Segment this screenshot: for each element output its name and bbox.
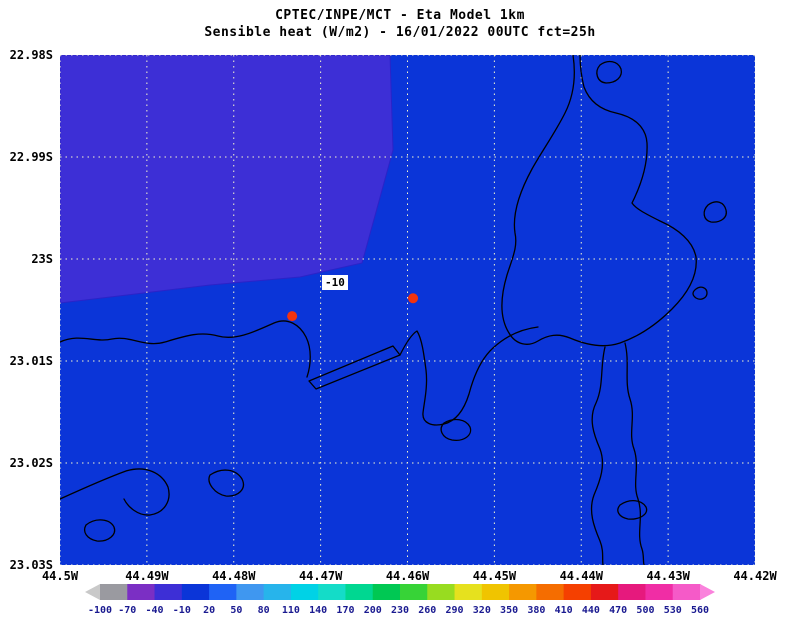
x-axis-tick-label: 44.48W [212, 569, 256, 583]
coastline-peninsula-east-strand [624, 342, 645, 565]
colorbar-tick-label: 440 [582, 605, 600, 616]
colorbar-left-arrow [85, 584, 100, 600]
colorbar-tick-label: -10 [173, 605, 191, 616]
coastline-mainland-bay [60, 320, 311, 378]
contour-label: -10 [322, 275, 348, 290]
y-axis-tick-label: 22.99S [9, 150, 53, 164]
colorbar-tick-label: 560 [691, 605, 709, 616]
y-axis-tick-label: 22.98S [9, 48, 53, 62]
islet-bay-south [440, 418, 472, 441]
chart-title-line1: CPTEC/INPE/MCT - Eta Model 1km [275, 8, 525, 23]
y-axis-tick-label: 23S [31, 252, 53, 266]
colorbar-tick-label: 260 [418, 605, 436, 616]
islet-bottom-center [617, 500, 648, 520]
station-marker [287, 311, 298, 322]
coastline [60, 55, 727, 565]
colorbar-tick-label: 50 [230, 605, 242, 616]
lagoon-left-center [208, 469, 244, 497]
station-marker [408, 293, 419, 304]
colorbar-segment [372, 584, 401, 600]
colorbar-tick-label: 80 [258, 605, 270, 616]
colorbar-segment [454, 584, 483, 600]
coastline-bottom-left [60, 468, 170, 516]
chart-title-line2: Sensible heat (W/m2) - 16/01/2022 00UTC … [204, 25, 596, 40]
colorbar-segment [263, 584, 292, 600]
colorbar-tick-label: -70 [118, 605, 136, 616]
y-axis-tick-label: 23.02S [9, 456, 53, 470]
colorbar-tick-label: 140 [309, 605, 327, 616]
colorbar-segment [590, 584, 619, 600]
colorbar-tick-label: 320 [473, 605, 491, 616]
colorbar-segment [209, 584, 237, 600]
grid-lines [60, 55, 755, 565]
colorbar-tick-label: 170 [336, 605, 354, 616]
y-axis-tick-label: 23.03S [9, 558, 53, 572]
coastline-peninsula-west-strand [590, 346, 606, 565]
colorbar-tick-label: 20 [203, 605, 215, 616]
negative-field-region [60, 55, 394, 304]
colorbar-segment [536, 584, 565, 600]
colorbar-tick-label: 410 [555, 605, 573, 616]
colorbar-tick-label: 200 [364, 605, 382, 616]
colorbar-segment [645, 584, 674, 600]
x-axis-tick-label: 44.45W [472, 569, 517, 583]
colorbar-segment [427, 584, 456, 600]
lagoon-bottom-left [83, 519, 116, 542]
colorbar-segment [563, 584, 592, 600]
map-plot-area: -10 [60, 55, 755, 565]
colorbar-segment [618, 584, 647, 600]
colorbar-segment [345, 584, 374, 600]
colorbar-tick-label: -100 [88, 605, 112, 616]
colorbar-tick-label: 470 [609, 605, 627, 616]
colorbar-tick-label: 230 [391, 605, 409, 616]
colorbar-tick-label: -40 [146, 605, 164, 616]
colorbar-segment [154, 584, 183, 600]
colorbar-segment [100, 584, 128, 600]
colorbar-right-arrow [700, 584, 715, 600]
colorbar-segment [481, 584, 510, 600]
colorbar-tick-label: 110 [282, 605, 300, 616]
colorbar-segment [318, 584, 347, 600]
colorbar: -100 -70 -40 -10 20 50 80 110 140 170 200 230 260 290… [85, 584, 715, 616]
colorbar-tick-label: 530 [664, 605, 682, 616]
coastline-large-landmass [501, 55, 697, 347]
colorbar-segment [290, 584, 319, 600]
x-axis-tick-label: 44.47W [298, 569, 343, 583]
coastline-bay-east [399, 326, 539, 426]
x-axis-tick-label: 44.42W [733, 569, 777, 583]
x-axis-tick-label: 44.49W [125, 569, 169, 583]
x-axis-tick-label: 44.43W [646, 569, 690, 583]
colorbar-segment [127, 584, 156, 600]
island-top-right [596, 60, 622, 84]
colorbar-segment [400, 584, 428, 600]
colorbar-segment [509, 584, 537, 600]
colorbar-segment [672, 584, 701, 600]
x-axis-tick-label: 44.44W [559, 569, 603, 583]
station-markers [287, 293, 419, 322]
x-axis-tick-label: 44.46W [385, 569, 430, 583]
colorbar-segment [181, 584, 210, 600]
x-axis: 44.5W 44.49W 44.48W 44.47W 44.46W 44.45W 44.44… [42, 569, 777, 585]
y-axis-tick-label: 23.01S [9, 354, 53, 368]
island-far-right-2 [692, 286, 708, 300]
island-far-right-1 [703, 201, 727, 223]
colorbar-tick-label: 500 [636, 605, 654, 616]
chart-title-block: CPTEC/INPE/MCT - Eta Model 1km Sensible … [0, 7, 800, 41]
pier-outline [308, 345, 401, 390]
colorbar-tick-label: 350 [500, 605, 518, 616]
y-axis: 22.98S 22.99S 23S 23.01S 23.02S 23.03S [0, 48, 56, 572]
x-axis-tick-label: 44.5W [41, 569, 79, 583]
colorbar-tick-label: 380 [527, 605, 545, 616]
colorbar-segment [236, 584, 265, 600]
colorbar-tick-label: 290 [446, 605, 464, 616]
